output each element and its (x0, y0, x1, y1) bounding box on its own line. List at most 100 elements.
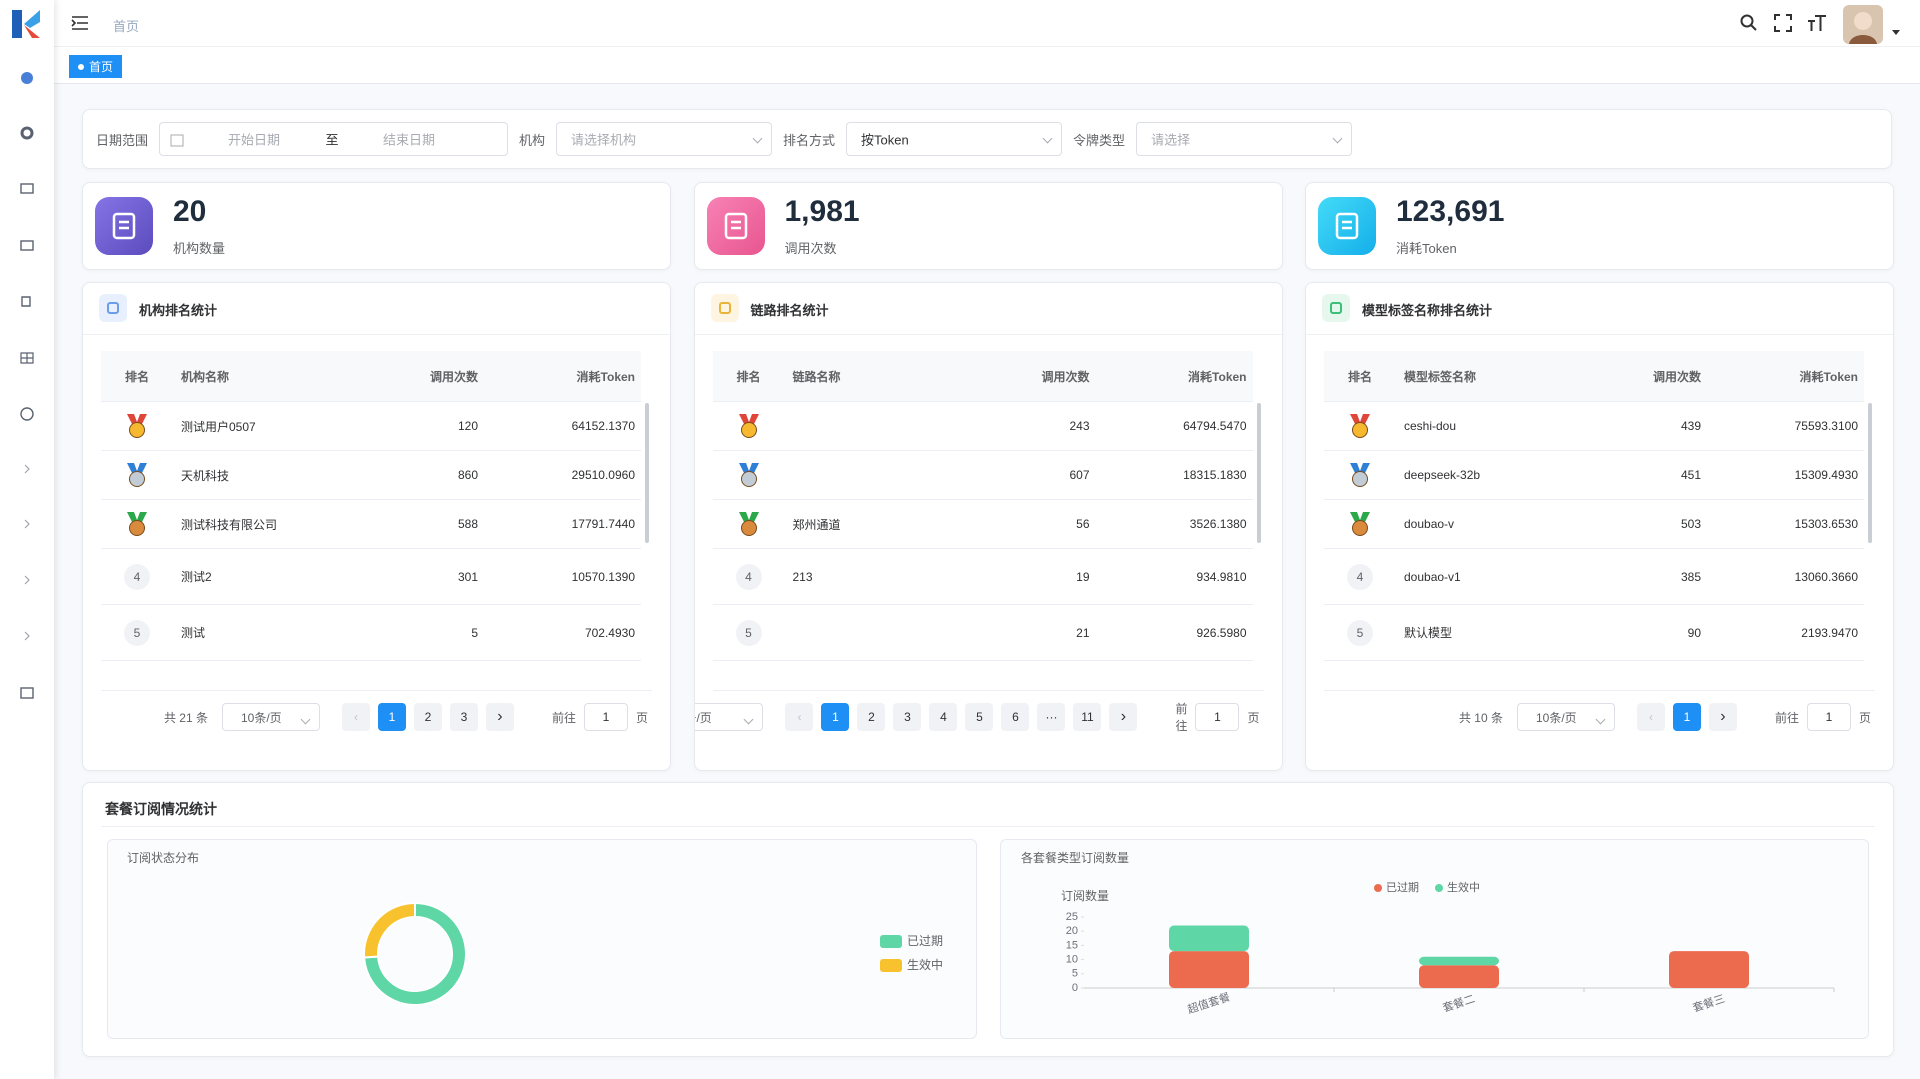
page-button[interactable]: 1 (821, 703, 850, 731)
page-button[interactable]: 5 (965, 703, 994, 731)
scrollbar (1868, 403, 1872, 543)
table-row: ceshi-dou 439 75593.3100 (1324, 402, 1864, 451)
goto-input[interactable]: 1 (583, 703, 628, 731)
filter-bar: 日期范围 开始日期 至 结束日期 机构 请选择机构 排名方式 按Token 令牌… (82, 109, 1892, 169)
medal (1350, 414, 1370, 438)
active-tag[interactable]: 首页 (69, 55, 123, 78)
tokens-cell: 702.4930 (584, 625, 635, 640)
rank-badge: 5 (735, 619, 762, 646)
rank-cell (1324, 413, 1396, 439)
divider (101, 826, 1875, 827)
name-cell: deepseek-32b (1404, 468, 1481, 482)
stat-card: 123,691 消耗Token (1305, 182, 1894, 270)
nav-box[interactable] (19, 237, 35, 253)
page-button[interactable]: 11 (1073, 703, 1102, 731)
tokens-cell: 18315.1830 (1183, 468, 1247, 482)
font-size-icon[interactable] (1807, 14, 1827, 32)
y-tick-label: 15 (1066, 939, 1078, 951)
nav-expand[interactable] (19, 516, 35, 532)
card-header: 模型标签名称排名统计 (1306, 283, 1893, 335)
filter-label: 排名方式 (783, 132, 836, 148)
nav-settings[interactable] (19, 125, 35, 141)
search-icon[interactable] (1740, 14, 1758, 32)
header-glyph (107, 302, 119, 314)
nav-report[interactable] (19, 406, 35, 422)
calls-cell: 243 (1069, 419, 1090, 433)
date-range[interactable]: 开始日期 至 结束日期 (159, 122, 509, 156)
table-row: deepseek-32b 451 15309.4930 (1324, 451, 1864, 500)
ranking-table: 排名 链路名称 调用次数 消耗Token 243 64794.5470 607 18315.1… (712, 351, 1253, 661)
page-size[interactable]: 条/页 (694, 703, 764, 731)
x-tick-label: 套餐三 (1691, 991, 1727, 1015)
name-cell: 郑州通道 (792, 517, 841, 532)
page-button[interactable]: ··· (1037, 703, 1066, 731)
goto-unit: 页 (635, 710, 648, 725)
next-button[interactable]: › (1708, 703, 1737, 731)
table-header: 排名 链路名称 调用次数 消耗Token (712, 351, 1253, 402)
medal-disc (129, 471, 145, 487)
nav-expand[interactable] (19, 628, 35, 644)
bar (1669, 951, 1749, 988)
prev-button[interactable]: ‹ (785, 703, 814, 731)
goto-label: 前往 (551, 710, 576, 725)
goto-input[interactable]: 1 (1195, 703, 1240, 731)
column-header: 排名 (124, 369, 149, 384)
rank-cell (1324, 462, 1396, 488)
page-button[interactable]: 4 (929, 703, 958, 731)
pagination: 共 21 条 10条/页 ‹ 1 2 3 › 前往 1 页 (83, 702, 648, 732)
total: 共 10 条 (1458, 710, 1503, 725)
table-row: 243 64794.5470 (712, 402, 1253, 451)
rank-cell (713, 511, 785, 537)
caret (1595, 714, 1606, 725)
page-size[interactable]: 10条/页 (1516, 703, 1615, 731)
table-row: 5 21 926.5980 (712, 605, 1253, 661)
tokens-cell: 29510.0960 (571, 468, 635, 482)
prev-button[interactable]: ‹ (1636, 703, 1665, 731)
stat-label: 消耗Token (1396, 241, 1457, 256)
sort-select[interactable]: 按Token (846, 122, 1063, 156)
select-value: 按Token (861, 132, 909, 148)
nav-expand[interactable] (19, 461, 35, 477)
y-tick-label: 5 (1072, 968, 1078, 980)
page-button[interactable]: 3 (449, 703, 478, 731)
card-title: 链路排名统计 (750, 303, 829, 318)
breadcrumb[interactable]: 首页 (113, 19, 140, 34)
avatar-caret[interactable] (1892, 30, 1900, 36)
page-button[interactable]: 2 (413, 703, 442, 731)
scrollbar (645, 403, 649, 543)
nav-grid[interactable] (19, 350, 35, 366)
fullscreen-icon[interactable] (1774, 14, 1792, 32)
name-cell: 测试2 (181, 570, 212, 584)
stat-value: 20 (173, 195, 207, 228)
nav-plugin[interactable] (19, 293, 35, 309)
page-size[interactable]: 10条/页 (221, 703, 320, 731)
page-button[interactable]: 1 (1672, 703, 1701, 731)
x-tick-label: 套餐二 (1441, 991, 1477, 1015)
nav-calendar[interactable] (19, 685, 35, 701)
page-button[interactable]: 1 (377, 703, 406, 731)
page-button[interactable]: 2 (857, 703, 886, 731)
nav-dashboard[interactable] (19, 69, 35, 85)
nav-monitor[interactable] (19, 181, 35, 197)
avatar[interactable] (1843, 5, 1883, 44)
goto-input[interactable]: 1 (1806, 703, 1851, 731)
top-bar: 首页 (54, 0, 1920, 47)
org-select[interactable]: 请选择机构 (556, 122, 773, 156)
chart-title: 订阅状态分布 (127, 851, 199, 865)
rank-cell: 5 (1324, 619, 1396, 646)
next-button[interactable]: › (485, 703, 514, 731)
calls-cell: 56 (1076, 517, 1090, 531)
calls-cell: 439 (1680, 419, 1701, 433)
nav-expand[interactable] (19, 572, 35, 588)
token-type-select[interactable]: 请选择 (1136, 122, 1353, 156)
page-button[interactable]: 6 (1001, 703, 1030, 731)
next-button[interactable]: › (1109, 703, 1138, 731)
page-button[interactable]: 3 (893, 703, 922, 731)
prev-button[interactable]: ‹ (341, 703, 370, 731)
calls-cell: 90 (1687, 625, 1701, 640)
column-header: 排名 (1347, 369, 1372, 384)
menu-toggle[interactable] (71, 15, 89, 31)
placeholder: 请选择 (1151, 132, 1191, 148)
header-glyph (718, 302, 731, 314)
medal-disc (1352, 422, 1368, 438)
